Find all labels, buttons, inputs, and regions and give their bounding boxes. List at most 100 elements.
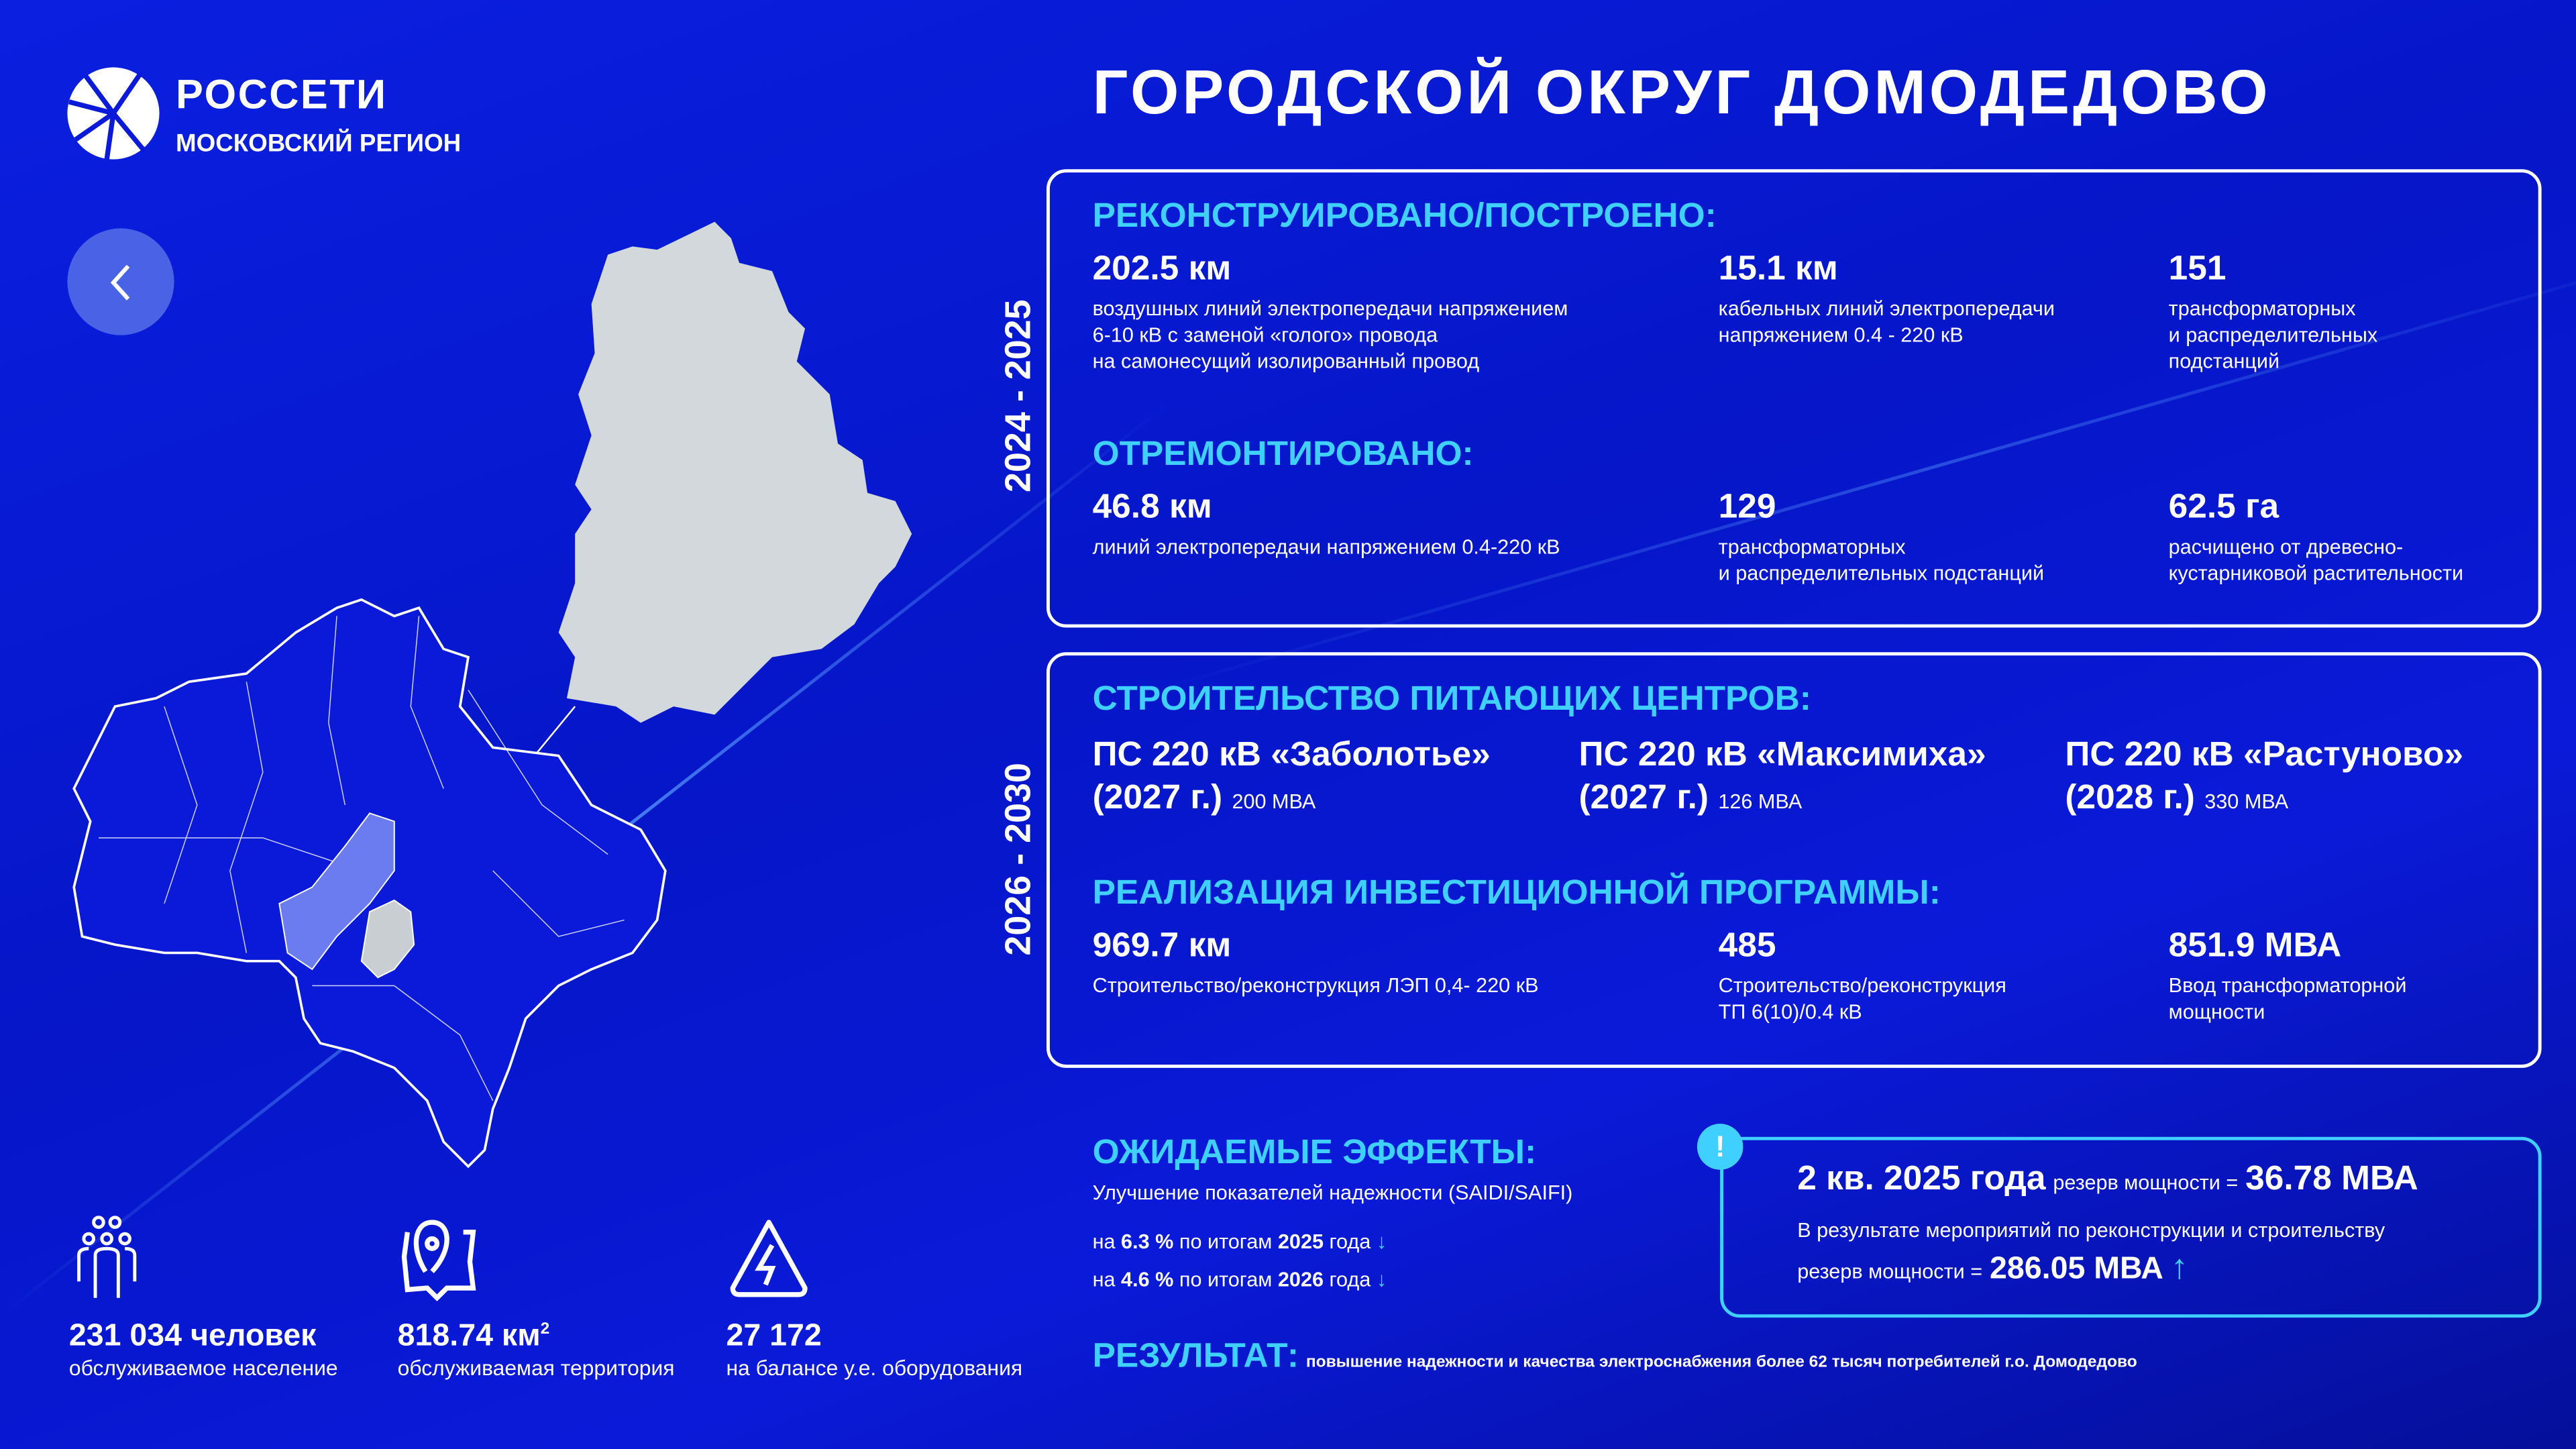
- district-detail: [558, 221, 912, 723]
- stat-equipment: 27 172 на балансе у.е. оборудования: [726, 1216, 1022, 1380]
- metric-desc: трансформаторных: [1718, 535, 1906, 559]
- metric-desc: напряжением 0.4 - 220 кВ: [1718, 323, 1964, 347]
- substation-item: ПС 220 кВ «Заболотье» (2027 г.) 200 МВА: [1093, 735, 1491, 823]
- stat-label: обслуживаемое население: [68, 1355, 338, 1381]
- stat-value: 818.74 км2: [397, 1319, 550, 1354]
- metric-desc: подстанций: [2168, 350, 2280, 373]
- substation-item: ПС 220 кВ «Максимиха» (2027 г.) 126 МВА: [1578, 735, 1986, 823]
- metric: 485 Строительство/реконструкция ТП 6(10)/0…: [1719, 926, 2006, 1025]
- period-2024-2025-card: [1046, 169, 2542, 628]
- metric: 62.5 га расчищено от древесно-кустарников…: [2169, 488, 2463, 586]
- metric-value: 15.1 км: [1718, 250, 1838, 288]
- metric-desc: расчищено от древесно-: [2168, 535, 2404, 559]
- logo: РОССЕТИ МОСКОВСКИЙ РЕГИОН: [66, 66, 461, 169]
- effects-heading: ОЖИДАЕМЫЕ ЭФФЕКТЫ:: [1092, 1133, 1537, 1172]
- arrow-up-icon: ↑: [2170, 1248, 2188, 1287]
- metric-desc: Ввод трансформаторной: [2168, 974, 2407, 998]
- metric: 851.9 МВА Ввод трансформаторной мощности: [2169, 926, 2407, 1025]
- metric: 15.1 км кабельных линий электропередачи на…: [1719, 250, 2055, 348]
- reserve-value: 286.05 МВА: [1990, 1252, 2163, 1287]
- reserve-label: резерв мощности =: [1797, 1260, 1983, 1283]
- arrow-down-icon: ↓: [1376, 1230, 1387, 1254]
- result: РЕЗУЛЬТАТ: повышение надежности и качест…: [1093, 1337, 2137, 1377]
- metric-desc: линий электропередачи напряжением 0.4-22…: [1092, 535, 1560, 559]
- metric-desc: и распределительных подстанций: [1718, 561, 2045, 585]
- stat-value: 231 034 человек: [68, 1319, 317, 1354]
- stat-value: 27 172: [726, 1319, 822, 1354]
- domodedovo-highlight: [360, 899, 415, 979]
- result-text: повышение надежности и качества электрос…: [1305, 1353, 2137, 1372]
- map-pin-icon: [401, 1220, 476, 1301]
- section-heading: ОТРЕМОНТИРОВАНО:: [1092, 435, 1474, 474]
- effects-subtitle: Улучшение показателей надежности (SAIDI/…: [1092, 1181, 1573, 1205]
- metric-value: 202.5 км: [1092, 250, 1232, 288]
- section-heading: РЕКОНСТРУИРОВАНО/ПОСТРОЕНО:: [1092, 197, 1717, 235]
- period-years: 2026 - 2030: [997, 763, 1038, 956]
- reserve-card: [1720, 1136, 2542, 1318]
- substation-year: (2027 г.): [1578, 778, 1709, 817]
- substation-item: ПС 220 кВ «Растуново» (2028 г.) 330 МВА: [2065, 735, 2463, 823]
- logo-icon: [67, 67, 160, 160]
- reserve-value: 36.78 МВА: [2245, 1159, 2418, 1198]
- stat-population: 231 034 человек обслуживаемое население: [69, 1216, 338, 1380]
- period-years: 2024 - 2025: [997, 299, 1038, 493]
- metric-desc: и распределительных: [2168, 323, 2378, 347]
- chevron-left-icon: [109, 264, 129, 300]
- result-label: РЕЗУЛЬТАТ:: [1092, 1337, 1299, 1375]
- section-heading: СТРОИТЕЛЬСТВО ПИТАЮЩИХ ЦЕНТРОВ:: [1092, 680, 1811, 718]
- reserve-label: резерв мощности =: [2053, 1171, 2239, 1195]
- metric-value: 485: [1718, 926, 1776, 965]
- metric-value: 851.9 МВА: [2168, 926, 2342, 965]
- region-map: [72, 221, 912, 1169]
- reserve-period: 2 кв. 2025 года: [1797, 1159, 2046, 1198]
- metric-desc: ТП 6(10)/0.4 кВ: [1718, 1000, 1862, 1024]
- metric-value: 151: [2168, 250, 2226, 288]
- people-icon: [77, 1216, 137, 1298]
- metric-desc: трансформаторных: [2168, 297, 2356, 321]
- substation-power: 330 МВА: [2204, 790, 2289, 814]
- metric-value: 129: [1718, 488, 1776, 526]
- substation-name: ПС 220 кВ «Максимиха»: [1578, 736, 1986, 774]
- arrow-down-icon: ↓: [1376, 1268, 1387, 1291]
- alert-icon: !: [1697, 1124, 1743, 1170]
- moscow-city: [278, 812, 395, 971]
- period-2026-2030-card: [1046, 652, 2542, 1068]
- substation-name: ПС 220 кВ «Заболотье»: [1092, 736, 1491, 774]
- section-heading: РЕАЛИЗАЦИЯ ИНВЕСТИЦИОННОЙ ПРОГРАММЫ:: [1092, 873, 1941, 912]
- substation-name: ПС 220 кВ «Растуново»: [2065, 736, 2464, 774]
- stat-label: на балансе у.е. оборудования: [726, 1355, 1023, 1381]
- metric: 151 трансформаторных и распределительных по…: [2169, 250, 2377, 374]
- substation-power: 200 МВА: [1232, 790, 1316, 814]
- stat-territory: 818.74 км2 обслуживаемая территория: [398, 1216, 675, 1380]
- metric-desc: Строительство/реконструкция: [1718, 974, 2006, 998]
- substation-year: (2028 г.): [2065, 778, 2195, 817]
- effect-row: на 6.3 % по итогам 2025 года ↓: [1092, 1230, 1387, 1254]
- metric: 969.7 км Строительство/реконструкция ЛЭП …: [1093, 926, 1539, 999]
- effect-row: на 4.6 % по итогам 2026 года ↓: [1092, 1268, 1387, 1291]
- reserve-line-2: резерв мощности = 286.05 МВА ↑: [1797, 1248, 2188, 1288]
- metric: 46.8 км линий электропередачи напряжением…: [1093, 488, 1560, 560]
- metric-desc: воздушных линий электропередачи напряжен…: [1092, 297, 1568, 321]
- metric-desc: на самонесущий изолированный провод: [1092, 350, 1480, 373]
- metric-value: 969.7 км: [1092, 926, 1232, 965]
- reserve-line: 2 кв. 2025 года резерв мощности = 36.78 …: [1797, 1160, 2418, 1199]
- back-button[interactable]: [67, 228, 174, 335]
- metric-value: 46.8 км: [1092, 488, 1212, 526]
- stat-label: обслуживаемая территория: [397, 1355, 675, 1381]
- metric: 129 трансформаторных и распределительных п…: [1719, 488, 2044, 586]
- logo-name: РОССЕТИ: [176, 72, 388, 119]
- metric-value: 62.5 га: [2168, 488, 2279, 526]
- metric: 202.5 км воздушных линий электропередачи …: [1093, 250, 1568, 374]
- metric-desc: 6-10 кВ с заменой «голого» провода: [1092, 323, 1438, 347]
- substation-power: 126 МВА: [1718, 790, 1803, 814]
- metric-desc: мощности: [2168, 1000, 2265, 1024]
- substation-year: (2027 г.): [1092, 778, 1223, 817]
- metric-desc: кабельных линий электропередачи: [1718, 297, 2055, 321]
- lightning-icon: [730, 1220, 808, 1297]
- metric-desc: Строительство/реконструкция ЛЭП 0,4- 220…: [1092, 974, 1539, 998]
- page-title: ГОРОДСКОЙ ОКРУГ ДОМОДЕДОВО: [1092, 59, 2271, 129]
- reserve-note: В результате мероприятий по реконструкци…: [1797, 1219, 2385, 1242]
- logo-region: МОСКОВСКИЙ РЕГИОН: [176, 129, 462, 158]
- metric-desc: кустарниковой растительности: [2168, 561, 2464, 585]
